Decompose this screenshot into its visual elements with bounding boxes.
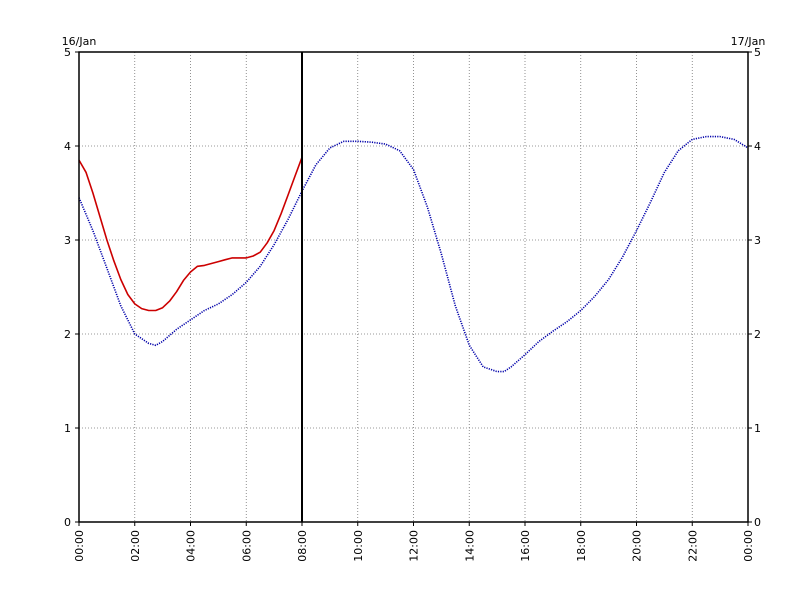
x-tick-label: 14:00	[463, 530, 476, 562]
y-tick-label-left: 4	[64, 140, 71, 153]
x-tick-label: 08:00	[296, 530, 309, 562]
y-tick-label-right: 0	[754, 516, 761, 529]
axis-layer: 0 0 1 1 2 2 3 3 4 4 5 5 00:00 02:00 04:00 06:00 08:00 10:…	[64, 46, 761, 562]
x-tick-label: 00:00	[73, 530, 86, 562]
x-tick-label: 12:00	[408, 530, 421, 562]
date-label-right: 17/Jan	[731, 35, 766, 48]
y-tick-label-right: 1	[754, 422, 761, 435]
y-tick-label-left: 0	[64, 516, 71, 529]
x-tick-label: 10:00	[352, 530, 365, 562]
x-tick-label: 02:00	[129, 530, 142, 562]
y-tick-label-left: 2	[64, 328, 71, 341]
series-layer	[78, 52, 749, 522]
y-tick-label-right: 3	[754, 234, 761, 247]
y-tick-label-left: 3	[64, 234, 71, 247]
x-tick-label: 06:00	[240, 530, 253, 562]
series-line-1	[78, 157, 303, 312]
x-tick-label: 04:00	[185, 530, 198, 562]
y-tick-label-left: 1	[64, 422, 71, 435]
date-label-left: 16/Jan	[62, 35, 97, 48]
x-tick-label: 18:00	[575, 530, 588, 562]
x-tick-label: 22:00	[686, 530, 699, 562]
y-tick-label-left: 5	[64, 46, 71, 59]
y-tick-label-right: 5	[754, 46, 761, 59]
y-tick-label-right: 4	[754, 140, 761, 153]
x-tick-label: 00:00	[742, 530, 755, 562]
series-line-0	[78, 135, 749, 373]
y-tick-label-right: 2	[754, 328, 761, 341]
x-tick-label: 16:00	[519, 530, 532, 562]
x-tick-label: 20:00	[631, 530, 644, 562]
